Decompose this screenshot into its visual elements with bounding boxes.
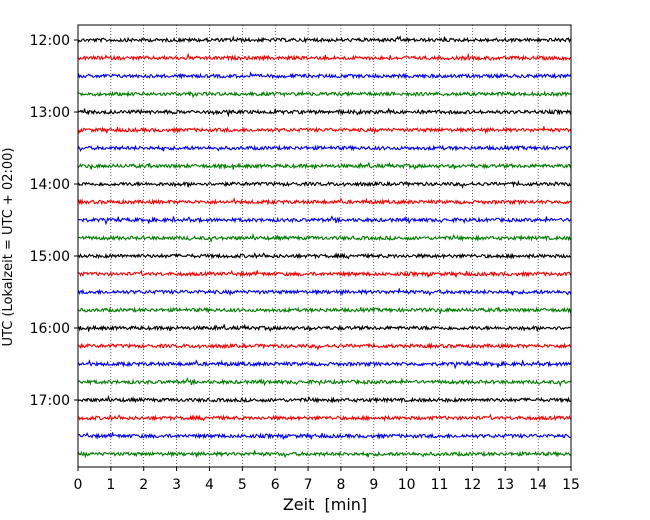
trace-line: [77, 89, 572, 99]
trace-line: [77, 197, 572, 206]
y-tick-label: 15:00: [30, 249, 70, 265]
x-tick-label: 1: [106, 477, 115, 493]
trace-line: [77, 306, 572, 314]
x-tick-label: 11: [431, 477, 449, 493]
plot-frame: [77, 24, 572, 468]
trace-line: [77, 252, 572, 260]
x-tick-label: 0: [74, 477, 83, 493]
x-tick-label: 5: [238, 477, 247, 493]
y-tick-label: 17:00: [30, 393, 70, 409]
plot-background: [78, 25, 571, 467]
y-tick-label: 16:00: [30, 321, 70, 337]
y-axis-ticks: 12:00 13:00 14:00 15:00 16:00 17:00: [30, 33, 78, 409]
trace-line: [77, 232, 572, 243]
x-tick-label: 9: [369, 477, 378, 493]
x-tick-label: 7: [304, 477, 313, 493]
trace-line: [77, 215, 572, 226]
x-tick-label: 2: [139, 477, 148, 493]
trace-line: [77, 35, 572, 44]
y-tick-label: 14:00: [30, 177, 70, 193]
y-axis-label: UTC (Lokalzeit = UTC + 02:00): [1, 148, 16, 347]
x-tick-label: 10: [398, 477, 416, 493]
trace-line: [77, 413, 572, 422]
x-axis-ticks: 0 1 2 3 4 5 6 7 8 9 10 11 12 13 14 15: [74, 467, 580, 493]
trace-line: [77, 52, 572, 62]
trace-line: [77, 359, 572, 370]
trace-line: [77, 341, 572, 352]
x-tick-label: 13: [496, 477, 514, 493]
trace-line: [77, 323, 572, 332]
trace-line: [77, 431, 572, 440]
trace-line: [77, 126, 572, 135]
x-tick-label: 8: [336, 477, 345, 493]
x-axis-label: Zeit [min]: [283, 495, 367, 514]
trace-group: [77, 35, 572, 459]
trace-line: [77, 179, 572, 190]
trace-line: [77, 107, 572, 118]
trace-line: [77, 288, 572, 297]
trace-line: [77, 269, 572, 278]
trace-line: [77, 161, 572, 170]
trace-line: [77, 394, 572, 404]
y-tick-label: 13:00: [30, 105, 70, 121]
trace-line: [77, 144, 572, 153]
x-tick-label: 14: [529, 477, 547, 493]
x-tick-label: 3: [172, 477, 181, 493]
x-tick-label: 12: [463, 477, 481, 493]
x-tick-label: 6: [271, 477, 280, 493]
y-tick-label: 12:00: [30, 33, 70, 49]
x-tick-label: 4: [205, 477, 214, 493]
x-tick-label: 15: [562, 477, 580, 493]
trace-line: [77, 377, 572, 387]
trace-line: [77, 71, 572, 80]
trace-line: [77, 450, 572, 459]
